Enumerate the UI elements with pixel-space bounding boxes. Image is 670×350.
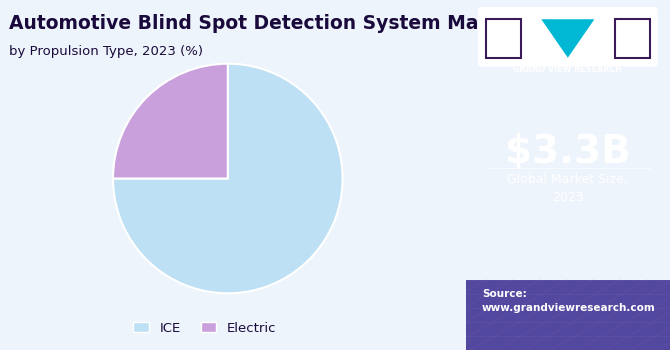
Text: Automotive Blind Spot Detection System Market Share: Automotive Blind Spot Detection System M… (9, 14, 590, 33)
Text: Global Market Size,
2023: Global Market Size, 2023 (507, 173, 628, 204)
Text: Source:
www.grandviewresearch.com: Source: www.grandviewresearch.com (482, 289, 656, 313)
Wedge shape (113, 64, 342, 293)
Legend: ICE, Electric: ICE, Electric (128, 316, 282, 340)
Wedge shape (113, 64, 228, 178)
Text: $3.3B: $3.3B (505, 133, 630, 171)
Text: GRAND VIEW RESEARCH: GRAND VIEW RESEARCH (513, 65, 622, 74)
Bar (466, 280, 670, 350)
Bar (615, 19, 649, 58)
Polygon shape (541, 19, 594, 58)
Text: by Propulsion Type, 2023 (%): by Propulsion Type, 2023 (%) (9, 46, 203, 58)
FancyBboxPatch shape (478, 7, 658, 66)
Bar (486, 19, 521, 58)
